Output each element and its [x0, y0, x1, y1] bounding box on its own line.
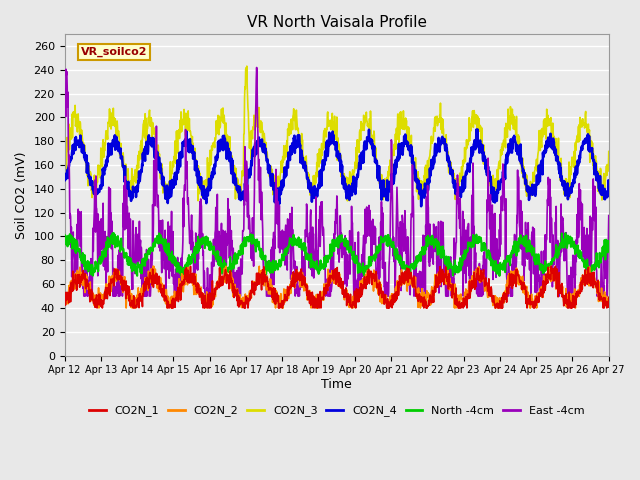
North -4cm: [605, 240, 612, 246]
CO2N_4: [422, 186, 429, 192]
CO2N_2: [95, 305, 103, 311]
Line: East -4cm: East -4cm: [65, 68, 609, 296]
Line: North -4cm: North -4cm: [65, 233, 609, 276]
CO2N_3: [61, 174, 68, 180]
CO2N_2: [605, 300, 612, 305]
CO2N_2: [493, 295, 500, 301]
CO2N_3: [243, 77, 250, 83]
Text: VR_soilco2: VR_soilco2: [81, 47, 147, 57]
CO2N_1: [169, 305, 177, 311]
X-axis label: Time: Time: [321, 378, 352, 391]
North -4cm: [182, 268, 190, 274]
CO2N_3: [605, 149, 612, 155]
CO2N_1: [541, 278, 548, 284]
North -4cm: [495, 273, 503, 279]
North -4cm: [422, 243, 429, 249]
CO2N_2: [541, 278, 548, 284]
CO2N_3: [493, 186, 500, 192]
CO2N_1: [182, 272, 190, 278]
CO2N_4: [474, 127, 481, 132]
Title: VR North Vaisala Profile: VR North Vaisala Profile: [246, 15, 427, 30]
CO2N_1: [243, 295, 251, 301]
North -4cm: [541, 268, 548, 274]
CO2N_3: [422, 162, 429, 168]
CO2N_1: [61, 301, 68, 307]
East -4cm: [253, 65, 260, 71]
CO2N_1: [493, 302, 500, 308]
CO2N_4: [541, 147, 548, 153]
East -4cm: [169, 274, 177, 279]
Legend: CO2N_1, CO2N_2, CO2N_3, CO2N_4, North -4cm, East -4cm: CO2N_1, CO2N_2, CO2N_3, CO2N_4, North -4…: [84, 401, 589, 421]
East -4cm: [182, 161, 190, 167]
CO2N_4: [92, 204, 99, 210]
East -4cm: [61, 111, 68, 117]
Line: CO2N_4: CO2N_4: [65, 130, 609, 207]
CO2N_2: [149, 264, 157, 269]
CO2N_4: [493, 198, 500, 204]
CO2N_2: [169, 305, 177, 311]
Line: CO2N_2: CO2N_2: [65, 266, 609, 308]
North -4cm: [61, 232, 68, 238]
North -4cm: [243, 234, 251, 240]
East -4cm: [80, 293, 88, 299]
Line: CO2N_3: CO2N_3: [65, 66, 609, 201]
Line: CO2N_1: CO2N_1: [65, 266, 609, 308]
CO2N_3: [168, 168, 176, 174]
CO2N_4: [243, 185, 251, 191]
CO2N_2: [243, 298, 251, 303]
CO2N_1: [605, 294, 612, 300]
North -4cm: [493, 267, 500, 273]
CO2N_3: [541, 131, 548, 137]
North -4cm: [110, 230, 118, 236]
CO2N_1: [187, 264, 195, 269]
Y-axis label: Soil CO2 (mV): Soil CO2 (mV): [15, 151, 28, 239]
East -4cm: [605, 213, 612, 218]
CO2N_3: [272, 198, 280, 204]
CO2N_4: [61, 178, 68, 183]
CO2N_4: [182, 142, 190, 147]
East -4cm: [493, 236, 500, 241]
East -4cm: [243, 164, 251, 170]
North -4cm: [169, 259, 177, 264]
CO2N_2: [422, 300, 429, 305]
CO2N_1: [422, 299, 429, 304]
East -4cm: [541, 256, 548, 262]
CO2N_4: [605, 181, 612, 187]
CO2N_4: [169, 185, 177, 191]
CO2N_2: [182, 274, 190, 280]
CO2N_2: [61, 298, 68, 303]
East -4cm: [422, 223, 429, 228]
CO2N_3: [243, 63, 251, 69]
CO2N_1: [93, 305, 101, 311]
CO2N_3: [182, 132, 189, 138]
